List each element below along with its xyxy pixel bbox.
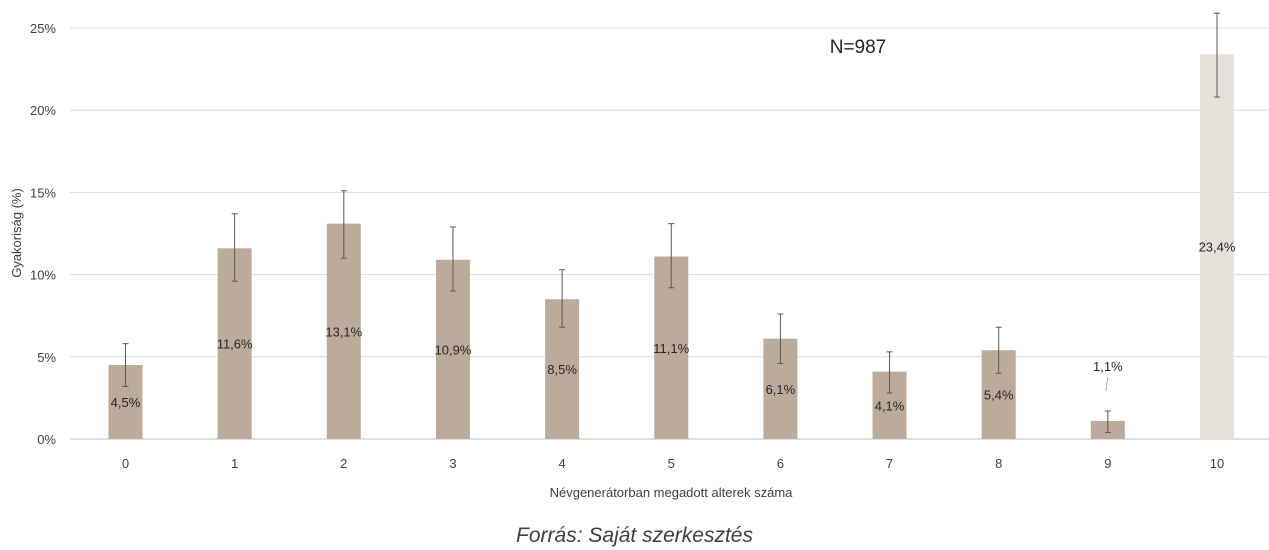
x-tick-label: 9: [1104, 456, 1111, 471]
y-tick-label: 0%: [37, 432, 56, 447]
data-label: 23,4%: [1199, 240, 1236, 255]
data-label: 13,1%: [325, 324, 362, 339]
y-tick-label: 25%: [30, 21, 56, 36]
data-labels: 4,5% 11,6% 13,1% 10,9% 8,5% 11,1% 6,1% 4,1% 5,4%…: [111, 240, 1236, 414]
x-tick-label: 8: [995, 456, 1002, 471]
error-bar: [668, 223, 675, 289]
data-label: 4,5%: [111, 395, 141, 410]
x-tick-label: 0: [122, 456, 129, 471]
source-caption: Forrás: Saját szerkesztés: [516, 524, 753, 547]
data-label: 4,1%: [875, 398, 905, 413]
x-tick-label: 5: [668, 456, 675, 471]
error-bar: [886, 351, 893, 394]
data-label: 11,1%: [653, 341, 689, 356]
x-tick-label: 4: [558, 456, 565, 471]
error-bar: [122, 343, 129, 387]
data-label: 8,5%: [547, 362, 577, 377]
data-label: 1,1%: [1093, 359, 1123, 374]
bar: [1200, 54, 1234, 439]
x-tick-label: 3: [449, 456, 456, 471]
x-tick-label: 10: [1210, 456, 1224, 471]
data-label: 6,1%: [766, 382, 796, 397]
bar-chart: 0% 5% 10% 15% 20% 25% 4,5% 11,6% 13,1% 10,9% 8,5%…: [9, 12, 1269, 500]
error-bar: [1214, 12, 1220, 98]
x-tick-label: 6: [777, 456, 784, 471]
y-axis-title: Gyakoriság (%): [9, 188, 24, 278]
y-tick-label: 5%: [37, 350, 56, 365]
data-label: 11,6%: [217, 337, 253, 352]
label-leader-line: [1105, 376, 1109, 391]
x-axis-ticks: 0 1 2 3 4 5 6 7 8 9 10: [122, 456, 1224, 471]
error-bar: [1104, 410, 1111, 433]
data-label: 5,4%: [984, 388, 1014, 403]
x-tick-label: 2: [340, 456, 347, 471]
y-axis-ticks: 0% 5% 10% 15% 20% 25%: [30, 21, 56, 447]
error-bar: [231, 213, 238, 282]
y-tick-label: 15%: [30, 185, 56, 200]
error-bar: [340, 190, 347, 259]
sample-size-annotation: N=987: [830, 37, 887, 58]
error-bar: [995, 326, 1002, 374]
y-tick-label: 20%: [30, 103, 56, 118]
x-tick-label: 7: [886, 456, 893, 471]
error-bar: [449, 226, 456, 292]
error-bar: [777, 313, 784, 364]
x-tick-label: 1: [231, 456, 238, 471]
x-axis-title: Névgenerátorban megadott alterek száma: [550, 485, 794, 500]
error-bars: [122, 12, 1220, 433]
bar: [326, 223, 361, 439]
data-label: 10,9%: [435, 342, 472, 357]
error-bar: [559, 269, 566, 328]
y-tick-label: 10%: [30, 268, 56, 283]
